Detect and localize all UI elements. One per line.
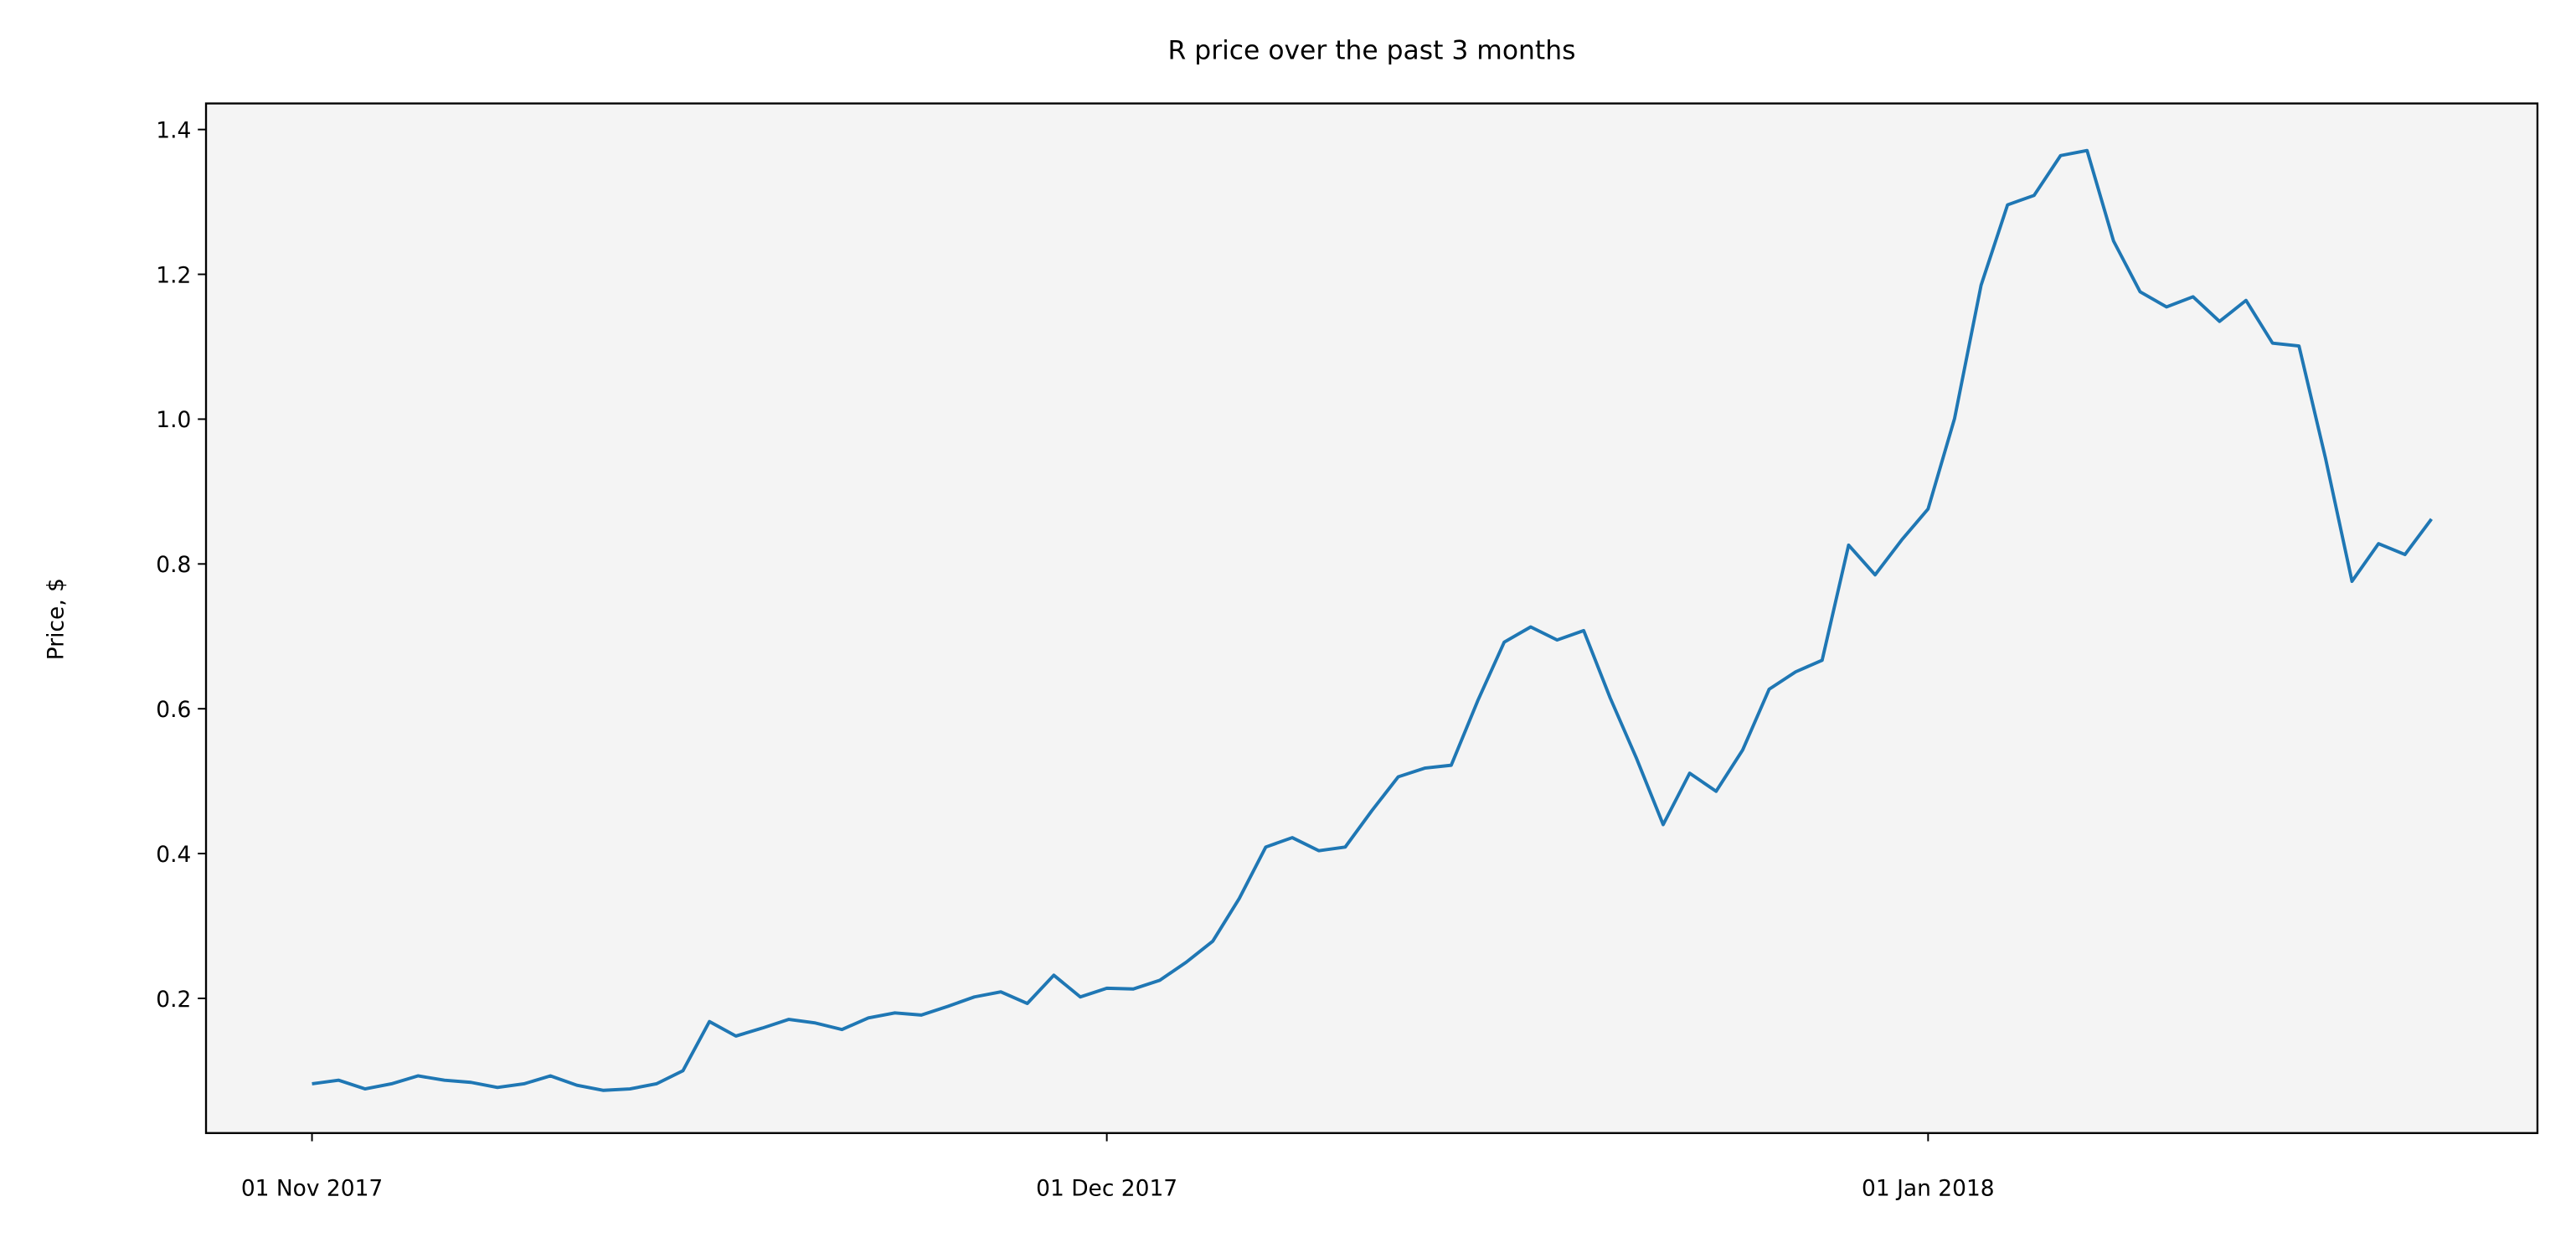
- x-tick-label: 01 Dec 2017: [1036, 1175, 1177, 1201]
- plot-background: [206, 103, 2537, 1133]
- x-tick-label: 01 Nov 2017: [241, 1175, 383, 1201]
- y-tick-label: 0.8: [156, 552, 191, 578]
- chart-title: R price over the past 3 months: [1168, 36, 1576, 66]
- y-tick-label: 0.2: [156, 987, 191, 1013]
- y-tick-label: 1.0: [156, 407, 191, 433]
- x-tick-label: 01 Jan 2018: [1862, 1175, 1995, 1201]
- y-tick-label: 0.4: [156, 842, 191, 868]
- y-tick-label: 1.2: [156, 262, 191, 288]
- y-tick-label: 0.6: [156, 697, 191, 723]
- plot-frame: [204, 102, 2539, 1134]
- price-line: [312, 148, 2433, 1092]
- y-axis-label: Price, $: [43, 578, 69, 660]
- y-tick-label: 1.4: [156, 117, 191, 143]
